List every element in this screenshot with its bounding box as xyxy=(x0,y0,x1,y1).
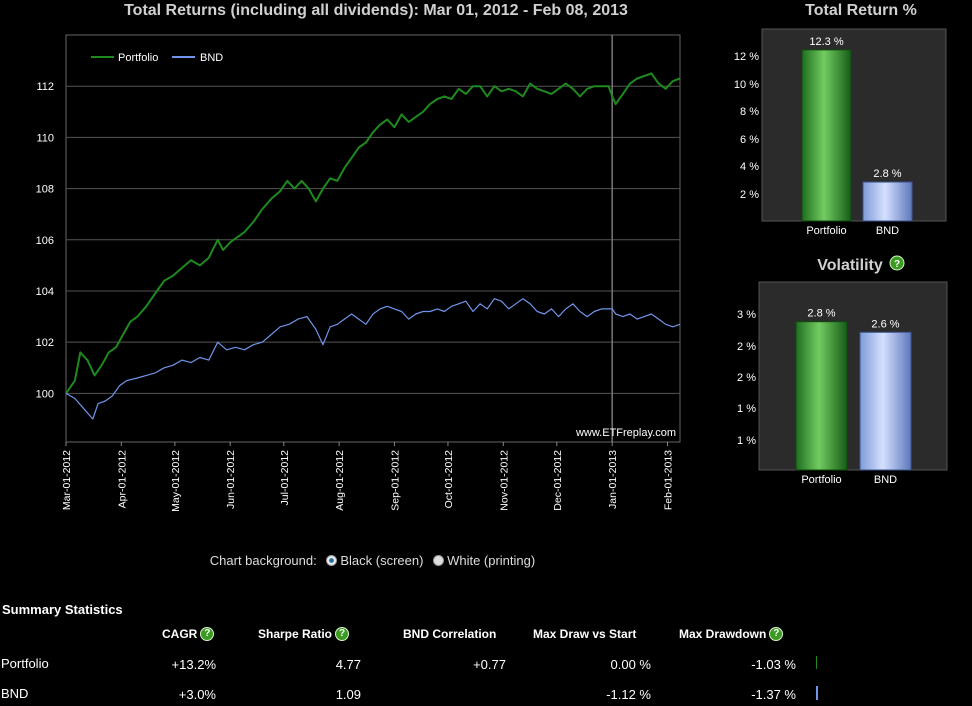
watermark: www.ETFreplay.com xyxy=(575,427,676,439)
volatility-bar-chart: Volatility ? 1 % 1 % 2 % 2 % 3 % 2.8 % Portfo… xyxy=(737,255,948,486)
total-return-title: Total Return % xyxy=(805,2,917,19)
x-tick-label: Jun-01-2012 xyxy=(225,450,237,509)
x-tick-label: Sep-01-2012 xyxy=(389,450,401,511)
row-portfolio-correlation: +0.77 xyxy=(473,657,506,672)
legend: Portfolio BND xyxy=(91,52,223,64)
plot-area xyxy=(65,34,681,443)
row-bnd-cagr: +3.0% xyxy=(178,687,216,702)
series-line-bnd xyxy=(65,298,681,420)
summary-statistics-title: Summary Statistics xyxy=(2,602,123,617)
bar-y-tick-label: 10 % xyxy=(734,79,759,91)
row-bnd-max-drawdown: -1.37 % xyxy=(751,687,796,702)
bar-portfolio xyxy=(801,49,852,222)
bar-value-label: 2.8 % xyxy=(873,168,901,180)
x-axis: Mar-01-2012 Apr-01-2012 May-01-2012 Jun-01-… xyxy=(61,442,675,512)
bar-y-tick-label: 8 % xyxy=(740,106,759,118)
row-portfolio-name: Portfolio xyxy=(1,656,49,671)
row-portfolio-max-draw-vs-start: 0.00 % xyxy=(610,657,651,672)
max-drawdown-help-icon[interactable]: ? xyxy=(769,627,784,641)
row-bnd-name: BND xyxy=(1,686,29,701)
series-line-portfolio xyxy=(65,72,681,394)
row-bnd-sharpe: 1.09 xyxy=(335,687,361,702)
svg-text:?: ? xyxy=(894,259,900,270)
gridlines xyxy=(66,85,680,394)
radio-black-label[interactable]: Black (screen) xyxy=(340,553,424,569)
bar-category-label: BND xyxy=(876,225,899,237)
total-return-y-axis: 2 % 4 % 6 % 8 % 10 % 12 % xyxy=(734,51,759,201)
bar-bnd xyxy=(862,181,913,222)
legend-portfolio-label: Portfolio xyxy=(118,52,158,64)
x-tick-label: Feb-01-2013 xyxy=(663,450,675,510)
bar-bnd xyxy=(859,331,912,471)
bar-y-tick-label: 6 % xyxy=(740,134,759,146)
x-tick-label: Jul-01-2012 xyxy=(279,450,291,506)
bar-category-label: Portfolio xyxy=(806,225,846,237)
y-axis: 100 102 104 106 108 110 112 xyxy=(36,81,54,400)
volatility-title: Volatility xyxy=(817,257,883,274)
bar-value-label: 2.8 % xyxy=(807,308,835,320)
volatility-y-axis: 1 % 1 % 2 % 2 % 3 % xyxy=(737,309,756,447)
bar-y-tick-label: 2 % xyxy=(740,189,759,201)
bar-y-tick-label: 4 % xyxy=(740,161,759,173)
total-return-bar-chart: Total Return % 2 % 4 % 6 % 8 % 10 % 12 % 12.3… xyxy=(734,2,947,237)
y-tick-label: 110 xyxy=(36,132,54,144)
bar-value-label: 2.6 % xyxy=(871,318,899,330)
x-tick-label: Aug-01-2012 xyxy=(334,450,346,511)
radio-white[interactable] xyxy=(433,555,445,567)
header-sharpe: Sharpe Ratio? xyxy=(258,627,350,641)
bar-y-tick-label: 2 % xyxy=(737,341,756,353)
y-tick-label: 102 xyxy=(36,337,54,349)
x-tick-label: Dec-01-2012 xyxy=(552,450,564,511)
cagr-help-icon[interactable]: ? xyxy=(200,627,215,641)
chart-background-label: Chart background: xyxy=(209,553,317,569)
chart-background-control: Chart background: Black (screen) White (… xyxy=(0,552,745,568)
x-tick-label: Apr-01-2012 xyxy=(116,450,128,509)
volatility-bars: 2.8 % Portfolio 2.6 % BND xyxy=(795,308,912,486)
bar-category-label: BND xyxy=(874,474,897,486)
x-tick-label: Oct-01-2012 xyxy=(443,450,455,509)
legend-bnd-label: BND xyxy=(200,52,223,64)
chart-title: Total Returns (including all dividends):… xyxy=(124,2,628,19)
sharpe-help-icon[interactable]: ? xyxy=(335,627,350,641)
row-bnd-drawdown-bar xyxy=(816,686,818,700)
y-tick-label: 112 xyxy=(36,81,54,93)
row-portfolio-cagr: +13.2% xyxy=(171,657,216,672)
volatility-plot xyxy=(758,281,948,471)
row-portfolio-max-drawdown: -1.03 % xyxy=(751,657,796,672)
total-returns-chart: Total Returns (including all dividends):… xyxy=(36,2,681,512)
row-bnd-max-draw-vs-start: -1.12 % xyxy=(606,687,651,702)
y-tick-label: 106 xyxy=(36,235,54,247)
y-tick-label: 104 xyxy=(36,286,54,298)
volatility-help-icon[interactable]: ? xyxy=(889,255,905,271)
x-tick-label: Mar-01-2012 xyxy=(61,450,73,510)
row-portfolio-sharpe: 4.77 xyxy=(335,657,361,672)
x-tick-label: May-01-2012 xyxy=(170,450,182,512)
bar-y-tick-label: 3 % xyxy=(737,309,756,321)
bar-y-tick-label: 12 % xyxy=(734,51,759,63)
y-tick-label: 108 xyxy=(36,184,54,196)
header-correlation: BND Correlation xyxy=(403,627,497,641)
bar-category-label: Portfolio xyxy=(801,474,841,486)
total-return-plot xyxy=(761,28,947,222)
bar-portfolio xyxy=(795,321,848,471)
x-tick-label: Nov-01-2012 xyxy=(498,450,510,511)
header-max-drawdown: Max Drawdown? xyxy=(679,627,784,641)
bar-y-tick-label: 2 % xyxy=(737,372,756,384)
series-lines xyxy=(65,72,681,420)
x-tick-label: Jan-01-2013 xyxy=(607,450,619,509)
radio-white-label[interactable]: White (printing) xyxy=(447,553,536,569)
bar-y-tick-label: 1 % xyxy=(737,403,756,415)
y-tick-label: 100 xyxy=(36,388,54,400)
header-cagr: CAGR? xyxy=(162,627,215,641)
bar-y-tick-label: 1 % xyxy=(737,435,756,447)
total-return-bars: 12.3 % Portfolio 2.8 % BND xyxy=(801,36,913,237)
bar-value-label: 12.3 % xyxy=(809,36,843,48)
row-portfolio-drawdown-bar xyxy=(816,656,817,669)
radio-black[interactable] xyxy=(326,555,338,567)
header-max-draw-vs-start: Max Draw vs Start xyxy=(533,627,637,641)
